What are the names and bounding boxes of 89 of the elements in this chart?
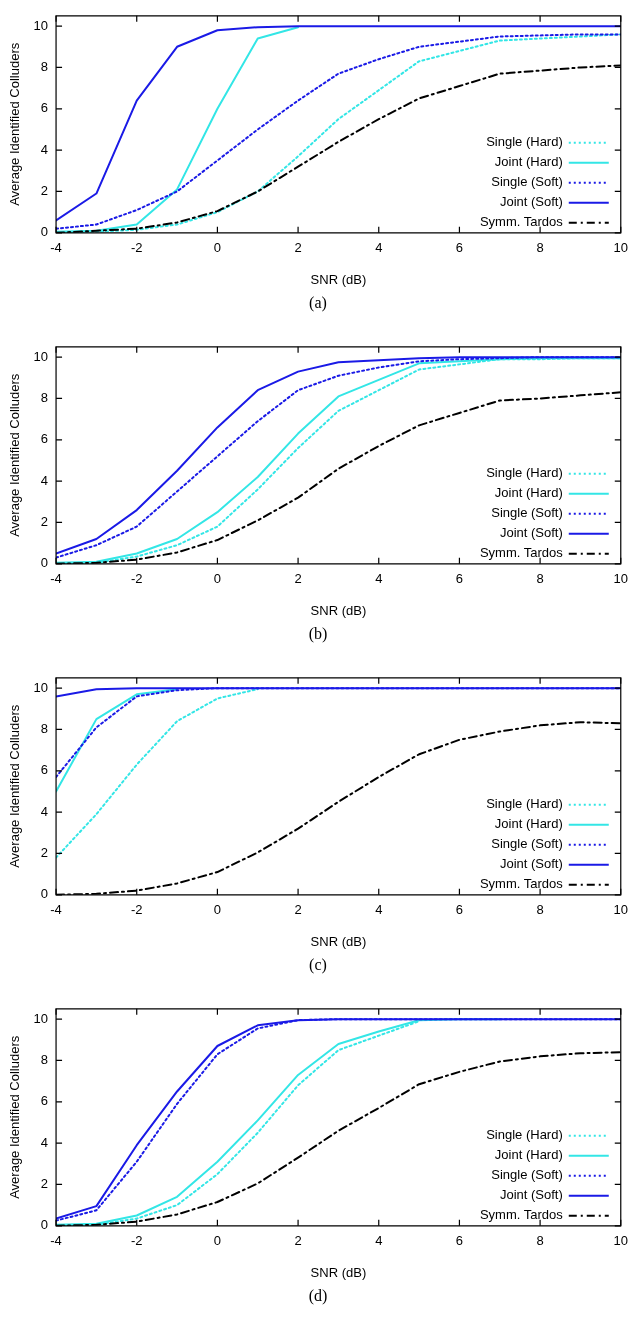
legend-label: Single (Soft) xyxy=(491,174,563,190)
x-tick-label: 0 xyxy=(213,1233,222,1249)
x-tick-label: 6 xyxy=(455,240,464,256)
y-tick-label: 0 xyxy=(40,224,49,240)
x-tick-label: -2 xyxy=(130,571,143,587)
y-tick-label: 0 xyxy=(40,886,49,902)
x-tick-label: 6 xyxy=(455,902,464,918)
y-tick-label: 2 xyxy=(40,845,49,861)
y-tick-label: 10 xyxy=(33,679,49,695)
y-tick-label: 6 xyxy=(40,762,49,778)
legend-label: Single (Hard) xyxy=(486,1127,563,1143)
x-axis-title: SNR (dB) xyxy=(310,602,367,618)
y-tick-label: 2 xyxy=(40,183,49,199)
x-axis-title: SNR (dB) xyxy=(310,271,367,287)
legend-label: Single (Soft) xyxy=(491,505,563,521)
x-tick-label: 4 xyxy=(375,1233,383,1249)
x-tick-label: 6 xyxy=(455,571,464,587)
y-tick-label: 6 xyxy=(40,100,49,116)
text: (a) xyxy=(308,294,328,312)
y-tick-label: 6 xyxy=(40,1093,49,1109)
y-tick-label: 8 xyxy=(40,721,49,737)
legend-label: Single (Soft) xyxy=(491,1167,563,1183)
x-axis-title: SNR (dB) xyxy=(310,933,367,949)
x-tick-label: 2 xyxy=(294,571,302,587)
legend-label: Joint (Hard) xyxy=(494,485,563,501)
text: (b) xyxy=(307,625,329,643)
y-tick-label: 8 xyxy=(40,390,49,406)
legend-label: Joint (Hard) xyxy=(494,1147,563,1163)
y-tick-label: 4 xyxy=(40,472,49,488)
x-tick-label: 4 xyxy=(375,902,383,918)
y-tick-label: 4 xyxy=(40,141,49,157)
legend-label: Single (Hard) xyxy=(486,465,563,481)
x-tick-label: -4 xyxy=(50,1233,62,1249)
x-tick-label: -4 xyxy=(50,240,62,256)
x-tick-label: 4 xyxy=(375,240,383,256)
legend-label: Symm. Tardos xyxy=(479,1207,564,1223)
legend-label: Joint (Hard) xyxy=(494,154,563,170)
legend-label: Single (Hard) xyxy=(486,134,563,150)
x-tick-label: 8 xyxy=(536,1233,544,1249)
legend-label: Single (Soft) xyxy=(491,836,563,852)
legend-label: Joint (Hard) xyxy=(494,816,563,832)
x-tick-label: 2 xyxy=(294,240,302,256)
x-tick-label: 8 xyxy=(536,902,544,918)
x-axis-title: SNR (dB) xyxy=(310,1264,367,1280)
x-tick-label: -4 xyxy=(50,902,62,918)
x-tick-label: -2 xyxy=(130,1233,143,1249)
legend-label: Single (Hard) xyxy=(486,796,563,812)
legend-label: Symm. Tardos xyxy=(479,876,564,892)
y-tick-label: 4 xyxy=(40,1134,49,1150)
y-tick-label: 6 xyxy=(40,431,49,447)
y-tick-label: 4 xyxy=(40,803,49,819)
legend-label: Symm. Tardos xyxy=(479,545,564,561)
y-tick-label: 0 xyxy=(40,1217,49,1233)
x-tick-label: 10 xyxy=(613,571,628,587)
y-tick-label: 8 xyxy=(40,59,49,75)
x-tick-label: 10 xyxy=(613,240,628,256)
x-tick-label: -2 xyxy=(130,902,143,918)
x-tick-label: 0 xyxy=(213,571,222,587)
x-tick-label: 2 xyxy=(294,902,302,918)
text: (c) xyxy=(308,956,328,974)
y-tick-label: 2 xyxy=(40,1176,49,1192)
line-series xyxy=(56,688,259,859)
y-tick-label: 10 xyxy=(33,17,49,33)
x-tick-label: 4 xyxy=(375,571,383,587)
y-axis-title: Average Identified Colluders xyxy=(7,704,23,868)
x-tick-label: 10 xyxy=(613,902,628,918)
x-tick-label: -2 xyxy=(130,240,143,256)
legend-label: Symm. Tardos xyxy=(479,214,564,230)
x-tick-label: 6 xyxy=(455,1233,464,1249)
text: (d) xyxy=(307,1287,329,1305)
legend-label: Joint (Soft) xyxy=(499,194,563,210)
y-tick-label: 10 xyxy=(33,348,49,364)
y-tick-label: 2 xyxy=(40,514,49,530)
x-tick-label: 10 xyxy=(613,1233,628,1249)
legend-label: Joint (Soft) xyxy=(499,856,563,872)
x-tick-label: 2 xyxy=(294,1233,302,1249)
x-tick-label: -4 xyxy=(50,571,62,587)
x-tick-label: 0 xyxy=(213,240,222,256)
x-tick-label: 8 xyxy=(536,571,544,587)
legend-label: Joint (Soft) xyxy=(499,525,563,541)
y-tick-label: 8 xyxy=(40,1052,49,1068)
y-tick-label: 0 xyxy=(40,555,49,571)
x-tick-label: 0 xyxy=(213,902,222,918)
x-tick-label: 8 xyxy=(536,240,544,256)
y-axis-title: Average Identified Colluders xyxy=(7,42,23,206)
legend-label: Joint (Soft) xyxy=(499,1187,563,1203)
y-tick-label: 10 xyxy=(33,1010,49,1026)
y-axis-title: Average Identified Colluders xyxy=(7,1035,23,1199)
y-axis-title: Average Identified Colluders xyxy=(7,373,23,537)
